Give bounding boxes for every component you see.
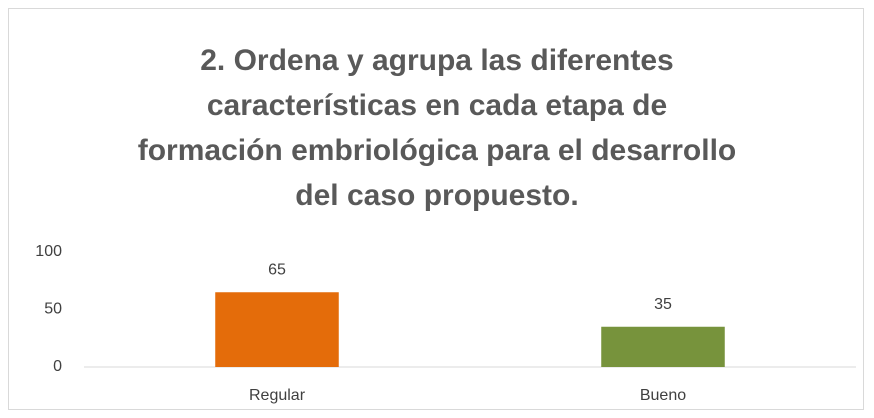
data-label: 35: [654, 296, 672, 313]
bar: [215, 292, 339, 367]
y-tick-label: 100: [35, 243, 62, 260]
chart-title: 2. Ordena y agrupa las diferentes caract…: [137, 44, 737, 212]
y-tick-label: 50: [44, 301, 62, 318]
x-tick-label: Bueno: [640, 387, 686, 404]
y-tick-label: 0: [53, 358, 62, 375]
x-tick-label: Regular: [249, 387, 306, 404]
bar: [601, 326, 725, 367]
data-label: 65: [268, 261, 286, 278]
chart-frame: [8, 8, 864, 410]
